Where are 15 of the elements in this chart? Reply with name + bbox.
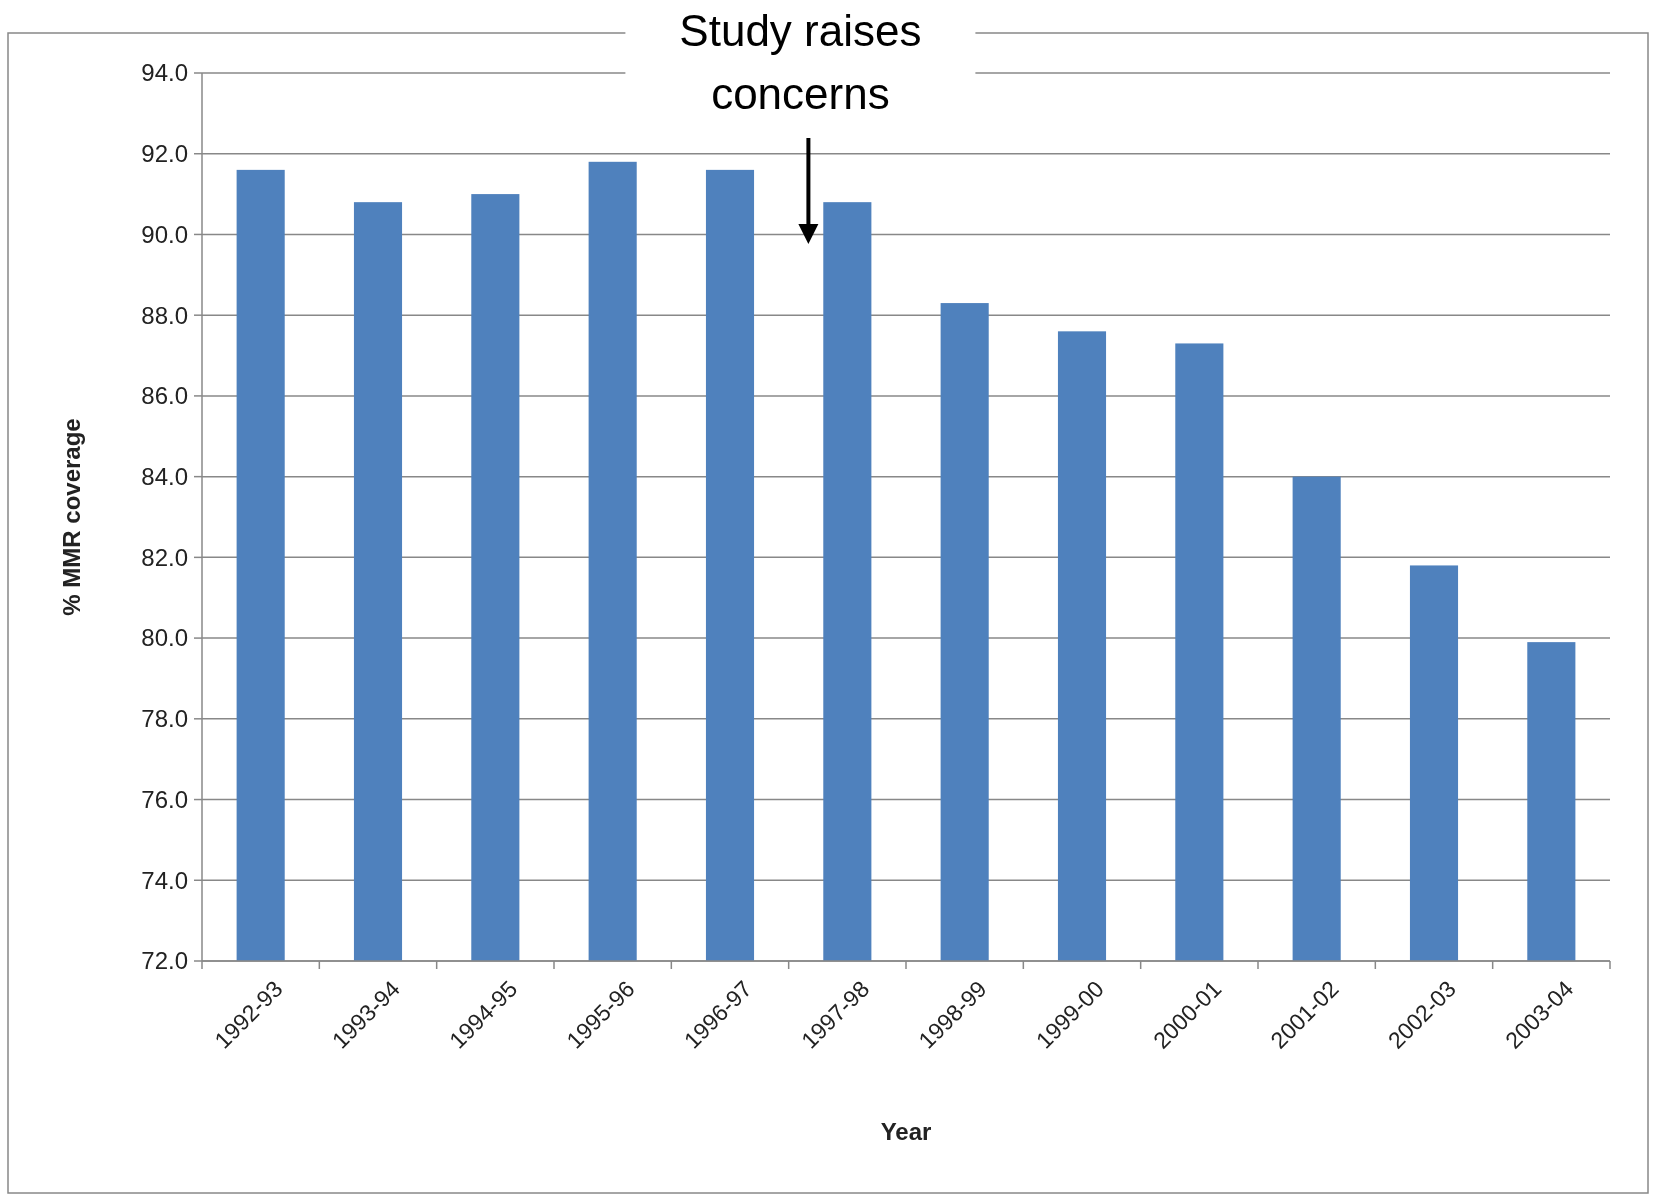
y-tick-label: 90.0 — [141, 220, 188, 248]
x-axis-title: Year — [880, 1118, 932, 1145]
y-tick-label: 72.0 — [141, 947, 188, 975]
y-tick-label: 84.0 — [141, 463, 188, 491]
y-tick-label: 74.0 — [141, 866, 188, 894]
y-tick-label: 92.0 — [141, 140, 188, 168]
y-tick-label: 88.0 — [141, 301, 188, 329]
y-tick-label: 94.0 — [141, 59, 188, 87]
y-tick-label: 82.0 — [141, 543, 188, 571]
y-tick-label: 78.0 — [141, 705, 188, 733]
y-axis-title: % MMR coverage — [58, 418, 85, 616]
annotation: Study raises concerns — [679, 6, 922, 118]
y-tick-label: 80.0 — [141, 624, 188, 652]
y-tick-label: 76.0 — [141, 785, 188, 813]
y-tick-label: 86.0 — [141, 382, 188, 410]
